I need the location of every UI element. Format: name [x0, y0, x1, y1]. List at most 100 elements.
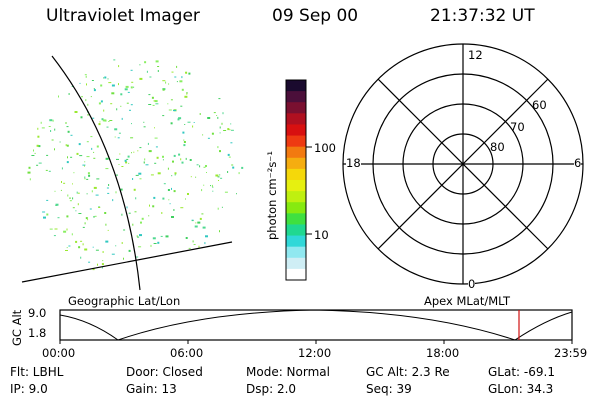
speckle [118, 132, 121, 134]
speckle [236, 193, 237, 195]
speckle [151, 96, 154, 99]
speckle [167, 189, 170, 191]
speckle [207, 137, 210, 139]
speckle [50, 130, 52, 132]
speckle [167, 103, 169, 105]
speckle [109, 120, 113, 121]
speckle [66, 247, 68, 249]
speckle [127, 91, 130, 93]
speckle [96, 178, 100, 180]
speckle [98, 207, 101, 208]
time-tick-2359: 23:59 [554, 346, 588, 360]
speckle [154, 100, 158, 103]
speckle [27, 171, 31, 174]
speckle [202, 134, 204, 136]
speckle [167, 167, 169, 170]
speckle [125, 85, 129, 88]
speckle [116, 108, 118, 111]
speckle [149, 204, 150, 207]
speckle [111, 253, 115, 255]
time-tick-1800: 18:00 [426, 346, 460, 360]
speckle [54, 128, 56, 131]
speckle [125, 161, 128, 164]
gain-status: Gain: 13 [126, 382, 177, 396]
mlat-label-60: 60 [532, 98, 547, 112]
speckle [45, 169, 48, 171]
speckle [46, 213, 49, 216]
speckle [74, 111, 78, 113]
speckle [114, 136, 116, 138]
speckle [82, 243, 84, 246]
speckle [68, 93, 70, 95]
alt-min-label: 1.8 [28, 326, 47, 340]
speckle [156, 156, 159, 159]
alt-max-label: 9.0 [28, 306, 47, 320]
dsp-status: Dsp: 2.0 [246, 382, 297, 396]
speckle [84, 222, 86, 225]
speckle [187, 121, 191, 123]
speckle [93, 157, 96, 159]
speckle [79, 155, 83, 157]
mlt-label-12: 12 [468, 48, 483, 62]
speckle [147, 142, 149, 145]
speckle [72, 183, 73, 185]
speckle [117, 137, 120, 139]
speckle [52, 119, 54, 122]
speckle [130, 104, 133, 106]
speckle [28, 166, 31, 169]
speckle [181, 76, 183, 79]
speckle [131, 152, 132, 154]
speckle [79, 82, 81, 84]
speckle [101, 263, 104, 266]
speckle [75, 210, 77, 212]
speckle [31, 155, 35, 156]
aurora-speckles [27, 59, 244, 271]
speckle [91, 80, 94, 81]
speckle [104, 212, 107, 214]
altitude-curve [59, 309, 573, 341]
speckle [183, 139, 185, 141]
speckle [143, 121, 145, 123]
speckle [92, 268, 95, 271]
speckle [86, 178, 89, 180]
speckle [66, 126, 69, 128]
speckle [69, 200, 72, 202]
colorbar-segment [286, 102, 306, 114]
speckle [104, 76, 107, 79]
speckle [168, 109, 172, 111]
speckle [61, 167, 63, 170]
speckle [76, 152, 79, 155]
speckle [173, 154, 176, 157]
speckle [133, 188, 136, 191]
speckle [157, 241, 160, 244]
speckle [38, 145, 41, 148]
speckle [120, 93, 123, 96]
speckle [135, 256, 139, 258]
speckle [207, 117, 211, 119]
colorbar-segment [286, 124, 306, 137]
speckle [105, 223, 107, 226]
speckle [217, 146, 219, 149]
speckle [137, 236, 140, 238]
colorbar-segment [286, 157, 306, 170]
speckle [180, 158, 182, 161]
speckle [176, 65, 178, 68]
speckle [192, 240, 194, 243]
colorbar-segment [286, 91, 306, 103]
speckle [126, 158, 129, 160]
speckle [129, 109, 131, 111]
speckle [116, 174, 118, 176]
mlat-label-70: 70 [510, 120, 525, 134]
speckle [130, 69, 133, 71]
speckle [205, 235, 208, 238]
colorbar-segment [286, 246, 306, 259]
speckle [219, 230, 220, 233]
mode-status: Mode: Normal [246, 365, 330, 379]
speckle [185, 157, 187, 160]
speckle [213, 112, 216, 114]
speckle [126, 206, 128, 209]
speckle [201, 213, 204, 215]
speckle [65, 144, 67, 147]
speckle [170, 99, 173, 101]
speckle [215, 174, 219, 177]
